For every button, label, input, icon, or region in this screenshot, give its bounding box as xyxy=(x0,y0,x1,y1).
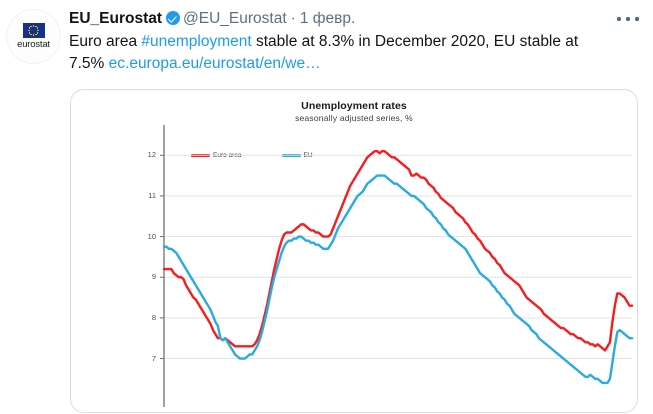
series-line-eu xyxy=(162,174,634,385)
y-axis-label-11: 11 xyxy=(148,190,156,200)
y-axis-label-9: 9 xyxy=(151,272,156,282)
y-axis-label-8: 8 xyxy=(151,312,156,322)
more-options-icon[interactable] xyxy=(617,14,639,24)
chart-title: Unemployment rates xyxy=(301,100,407,112)
tweet-text-part1: Euro area xyxy=(69,33,142,50)
chart-subtitle: seasonally adjusted series, % xyxy=(295,113,413,123)
series-line-euro-area xyxy=(162,150,634,352)
display-name[interactable]: EU_Eurostat xyxy=(69,10,163,27)
eu-flag-icon xyxy=(22,23,45,38)
verified-badge-icon xyxy=(166,11,181,25)
avatar[interactable]: eurostat xyxy=(6,9,61,64)
tweet-date[interactable]: 1 февр. xyxy=(299,10,356,27)
tweet-header: EU_Eurostat @EU_Eurostat · 1 февр. xyxy=(69,9,355,29)
hashtag-link[interactable]: #unemployment xyxy=(141,33,252,50)
chart-card[interactable]: Unemployment rates seasonally adjusted s… xyxy=(70,89,638,413)
tweet-text-part2: stable at 8.3% in December 2020, EU stab… xyxy=(69,33,579,72)
y-axis-label-7: 7 xyxy=(151,353,156,363)
line-chart-plot xyxy=(160,125,634,407)
avatar-label: eurostat xyxy=(17,39,50,50)
tweet-text: Euro area #unemployment stable at 8.3% i… xyxy=(69,31,599,74)
external-link[interactable]: ec.europa.eu/eurostat/en/we… xyxy=(108,54,321,72)
user-handle[interactable]: @EU_Eurostat xyxy=(183,10,287,27)
y-axis-label-12: 12 xyxy=(147,150,156,160)
separator-dot: · xyxy=(290,10,296,27)
y-axis-label-10: 10 xyxy=(147,231,156,241)
